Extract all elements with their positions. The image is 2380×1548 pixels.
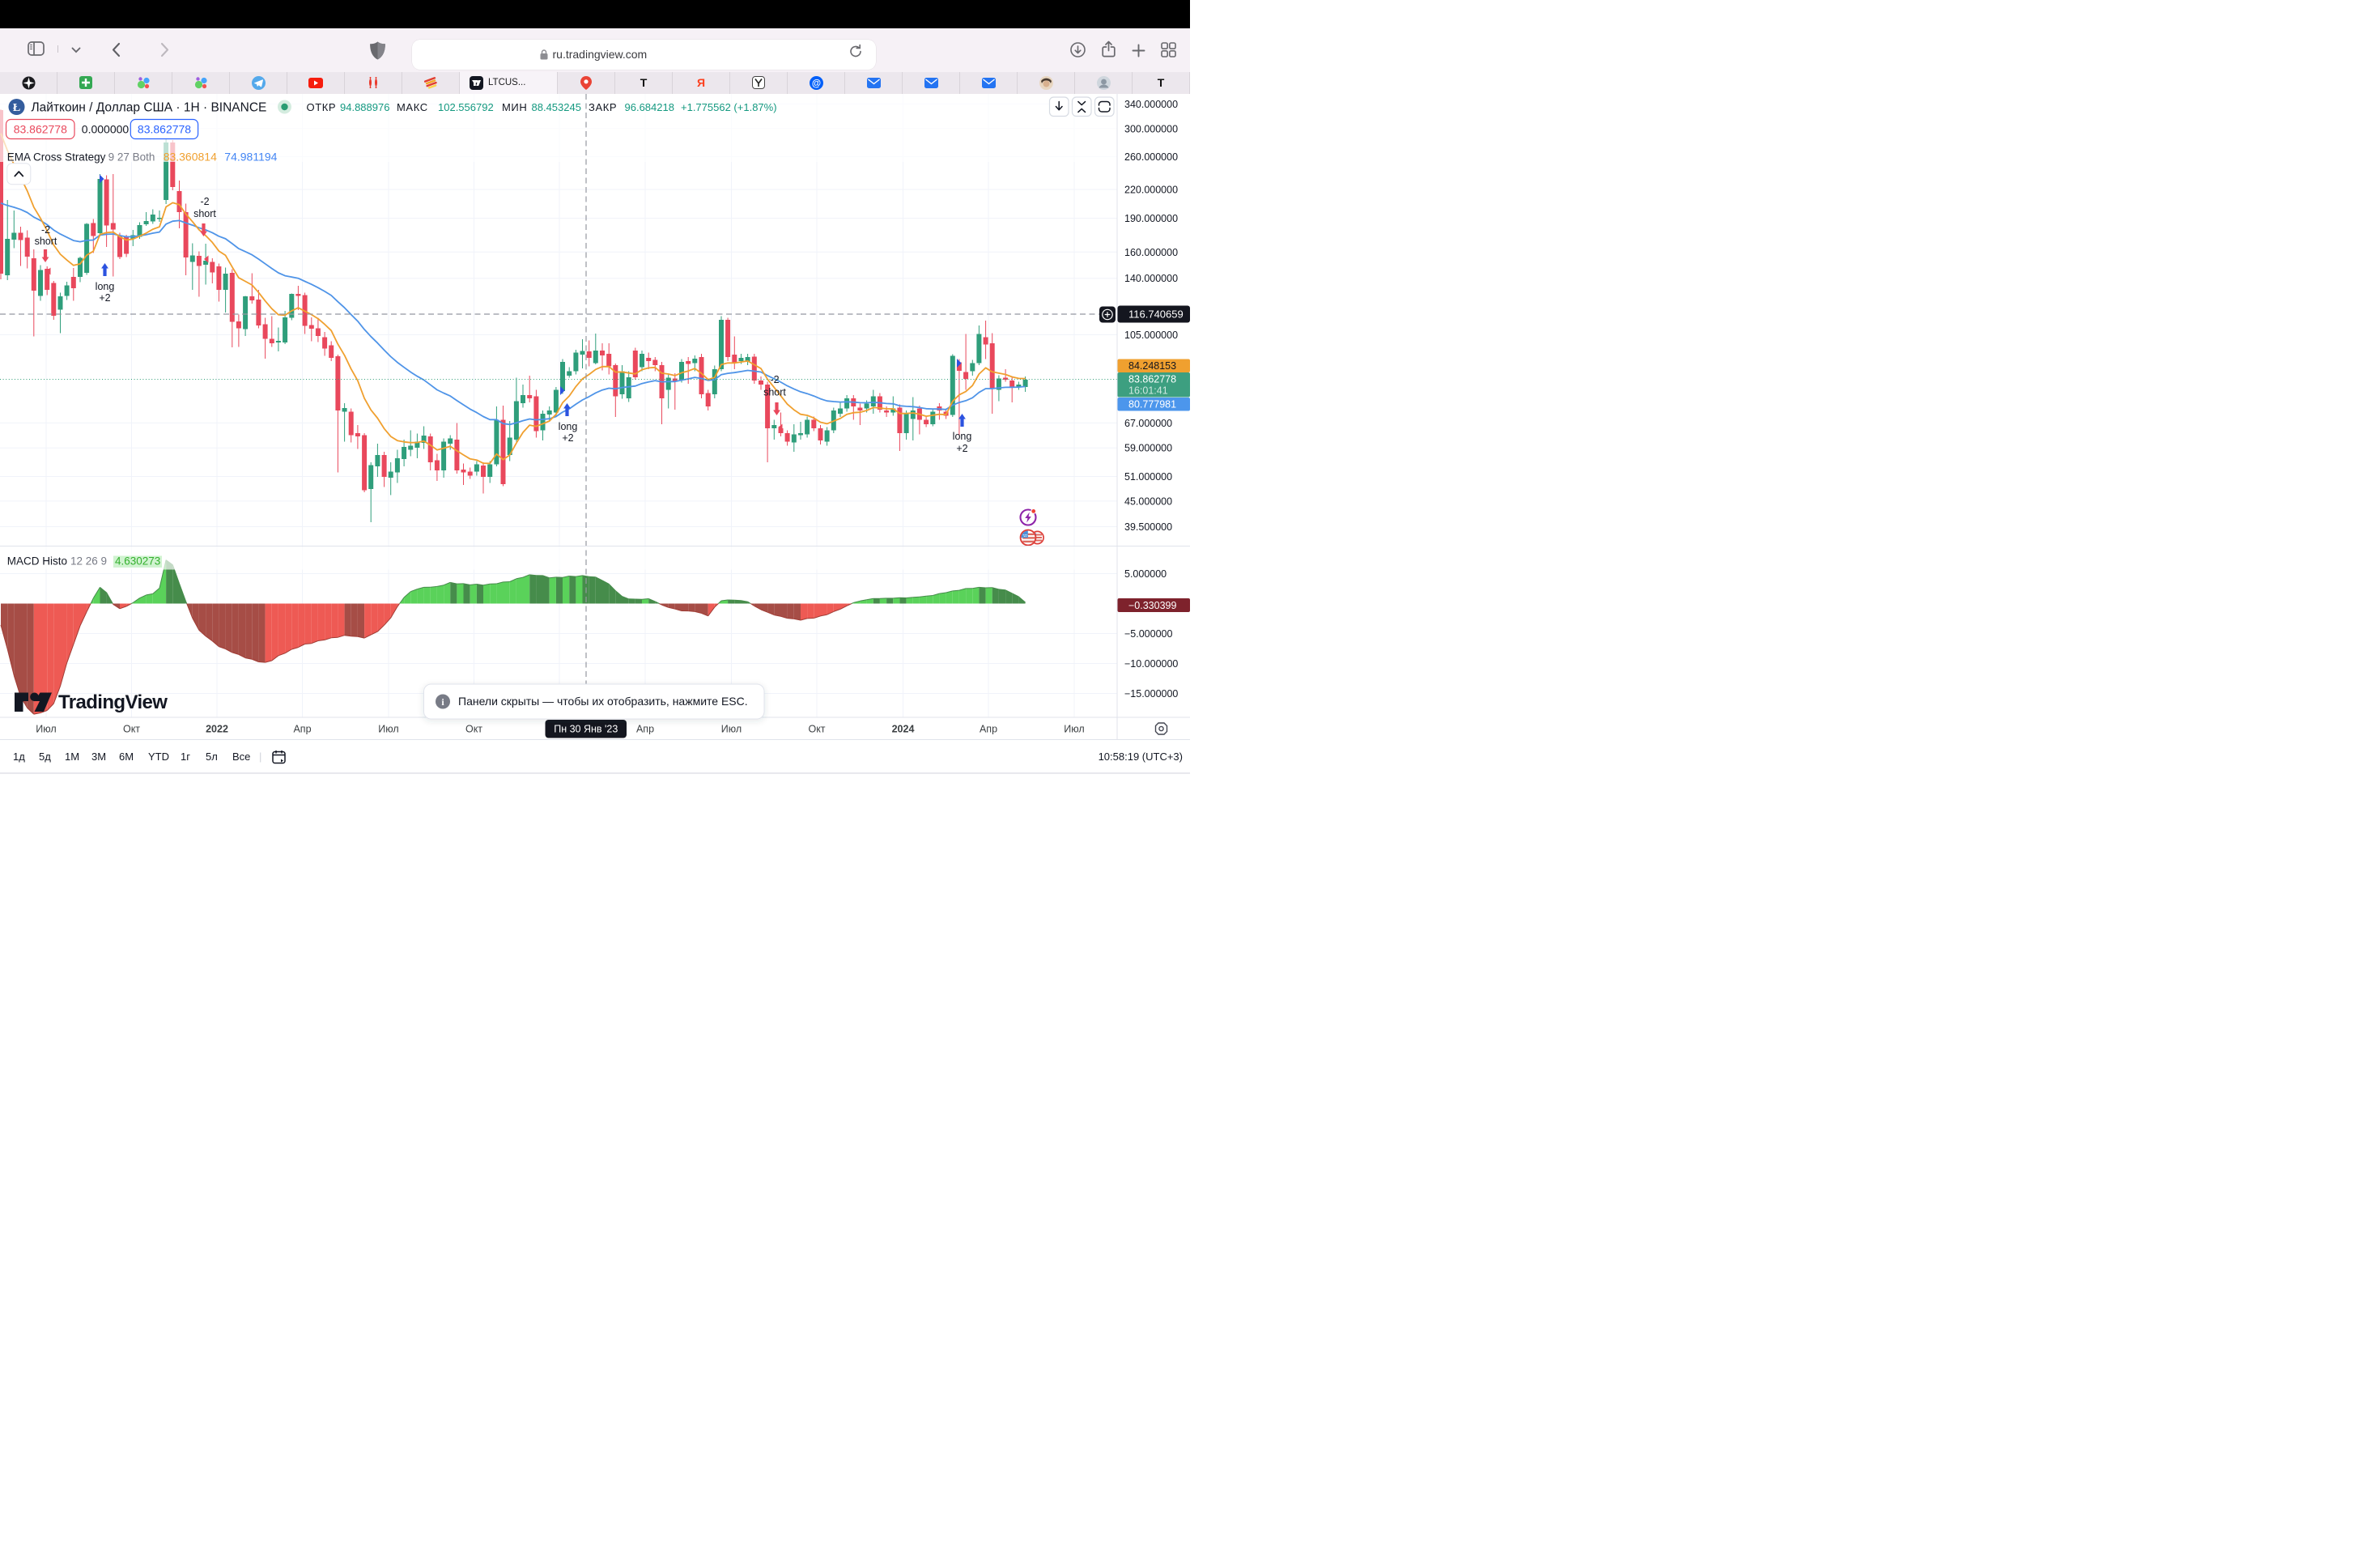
svg-text:Апр: Апр: [636, 724, 654, 735]
svg-text:Июл: Июл: [721, 724, 742, 735]
svg-text:2022: 2022: [206, 724, 228, 735]
svg-text:long: long: [953, 431, 972, 442]
svg-text:−15.000000: −15.000000: [1124, 688, 1178, 700]
svg-text:Апр: Апр: [980, 724, 997, 735]
svg-text:4.630273: 4.630273: [115, 555, 160, 568]
svg-text:EMA Cross Strategy: EMA Cross Strategy: [7, 151, 106, 164]
svg-text:84.248153: 84.248153: [1128, 360, 1176, 372]
svg-text:-2: -2: [41, 224, 50, 236]
svg-text:83.862778: 83.862778: [14, 123, 67, 136]
svg-text:short: short: [35, 236, 57, 247]
svg-text:9 27 Both: 9 27 Both: [108, 151, 155, 164]
svg-text:5.000000: 5.000000: [1124, 568, 1167, 580]
svg-text:Ł: Ł: [13, 102, 20, 114]
svg-text:Панели скрыты — чтобы их отобр: Панели скрыты — чтобы их отобразить, наж…: [458, 695, 748, 708]
svg-text:102.556792: 102.556792: [438, 101, 494, 113]
svg-text:short: short: [763, 387, 786, 398]
svg-text:Окт: Окт: [808, 724, 825, 735]
svg-text:105.000000: 105.000000: [1124, 330, 1178, 341]
svg-text:Окт: Окт: [123, 724, 140, 735]
svg-text:Июл: Июл: [36, 724, 56, 735]
svg-text:Апр: Апр: [293, 724, 311, 735]
svg-text:67.000000: 67.000000: [1124, 418, 1172, 429]
svg-text:TradingView: TradingView: [58, 691, 168, 713]
svg-text:-2: -2: [770, 374, 779, 385]
svg-text:74.981194: 74.981194: [224, 151, 277, 164]
svg-text:-2: -2: [200, 196, 209, 207]
svg-text:16:01:41: 16:01:41: [1128, 385, 1168, 397]
svg-text:88.453245: 88.453245: [532, 101, 581, 113]
svg-text:94.888976: 94.888976: [340, 101, 389, 113]
svg-text:МИН: МИН: [502, 101, 527, 113]
svg-text:116.740659: 116.740659: [1128, 308, 1184, 321]
svg-text:83.862778: 83.862778: [1128, 374, 1176, 385]
svg-text:0.000000: 0.000000: [82, 123, 130, 136]
svg-text:long: long: [96, 281, 115, 292]
svg-text:short: short: [193, 208, 216, 219]
svg-text:83.862778: 83.862778: [138, 123, 191, 136]
svg-text:+2: +2: [562, 432, 573, 444]
svg-text:−10.000000: −10.000000: [1124, 658, 1178, 670]
svg-text:ЗАКР: ЗАКР: [589, 101, 617, 113]
svg-text:@: @: [811, 79, 820, 88]
svg-text:220.000000: 220.000000: [1124, 185, 1178, 196]
svg-text:59.000000: 59.000000: [1124, 443, 1172, 454]
svg-text:2024: 2024: [892, 724, 915, 735]
svg-text:160.000000: 160.000000: [1124, 247, 1178, 258]
svg-text:340.000000: 340.000000: [1124, 99, 1178, 110]
svg-text:+2: +2: [99, 292, 110, 304]
svg-text:300.000000: 300.000000: [1124, 123, 1178, 134]
svg-text:Июл: Июл: [378, 724, 398, 735]
svg-text:80.777981: 80.777981: [1128, 399, 1176, 410]
svg-text:Окт: Окт: [465, 724, 482, 735]
svg-text:83.360814: 83.360814: [164, 151, 217, 164]
svg-text:long: long: [559, 421, 578, 432]
svg-text:MACD Histo: MACD Histo: [7, 555, 67, 568]
svg-text:−5.000000: −5.000000: [1124, 628, 1172, 640]
svg-text:Пн 30 Янв '23: Пн 30 Янв '23: [554, 724, 618, 735]
svg-text:96.684218: 96.684218: [625, 101, 674, 113]
svg-text:260.000000: 260.000000: [1124, 151, 1178, 163]
svg-text:39.500000: 39.500000: [1124, 521, 1172, 533]
svg-text:i: i: [441, 696, 444, 708]
svg-text:190.000000: 190.000000: [1124, 213, 1178, 224]
svg-text:−0.330399: −0.330399: [1128, 600, 1176, 611]
svg-text:ОТКР: ОТКР: [307, 101, 337, 113]
svg-text:Лайткоин / Доллар США · 1Н · B: Лайткоин / Доллар США · 1Н · BINANCE: [32, 101, 267, 115]
svg-text:45.000000: 45.000000: [1124, 495, 1172, 507]
svg-text:12 26 9: 12 26 9: [70, 555, 107, 568]
svg-text:+2: +2: [956, 443, 967, 454]
svg-text:140.000000: 140.000000: [1124, 273, 1178, 284]
svg-text:МАКС: МАКС: [397, 101, 428, 113]
svg-text:Июл: Июл: [1064, 724, 1084, 735]
svg-text:+1.775562 (+1.87%): +1.775562 (+1.87%): [681, 101, 777, 113]
svg-text:51.000000: 51.000000: [1124, 471, 1172, 483]
